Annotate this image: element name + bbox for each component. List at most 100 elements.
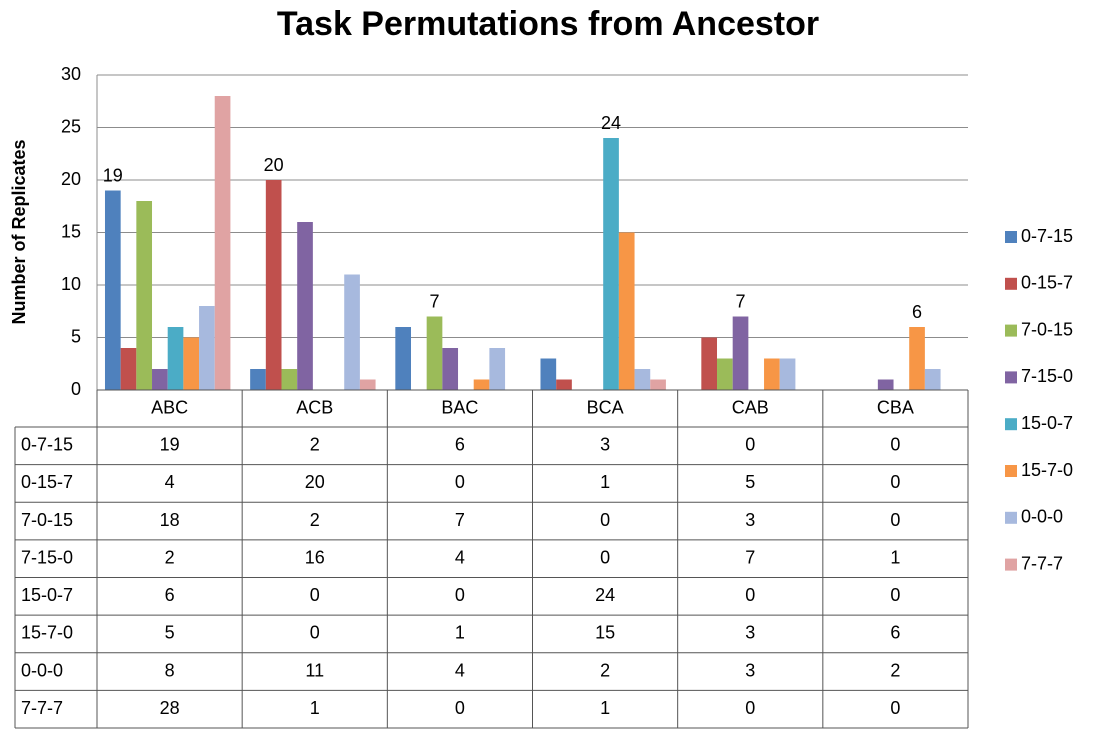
legend-label: 0-0-0 (1021, 507, 1063, 527)
table-cell: 2 (890, 660, 900, 680)
table-row-header: 7-7-7 (21, 698, 63, 718)
table-cell: 6 (890, 623, 900, 643)
x-tick-label: BCA (587, 397, 624, 417)
x-tick-label: CBA (877, 397, 914, 417)
table-cell: 20 (305, 472, 325, 492)
bar (152, 369, 168, 390)
data-label: 20 (264, 155, 284, 175)
table-cell: 0 (600, 510, 610, 530)
table-row-header: 15-0-7 (21, 585, 73, 605)
bar (214, 96, 231, 390)
table-cell: 3 (745, 510, 755, 530)
legend-swatch (1005, 231, 1017, 243)
bar (344, 274, 360, 390)
x-tick-label: ABC (151, 397, 188, 417)
bar (442, 348, 459, 390)
bar (540, 358, 557, 390)
bar (924, 369, 941, 390)
y-tick-label: 10 (61, 274, 81, 294)
data-label: 24 (601, 113, 621, 133)
bar (395, 327, 411, 390)
table-cell: 7 (455, 510, 465, 530)
table-row-header: 0-15-7 (21, 472, 73, 492)
bar (281, 369, 298, 390)
data-label: 7 (430, 291, 440, 311)
legend-label: 0-7-15 (1021, 226, 1073, 246)
table-cell: 5 (165, 623, 175, 643)
table-cell: 0 (745, 435, 755, 455)
table-cell: 16 (305, 547, 325, 567)
table-cell: 7 (745, 547, 755, 567)
table-cell: 18 (160, 510, 180, 530)
bar (167, 327, 184, 390)
y-tick-label: 20 (61, 169, 81, 189)
chart-title: Task Permutations from Ancestor (277, 5, 819, 43)
table-row-header: 0-0-0 (21, 660, 63, 680)
bar (732, 316, 749, 390)
table-cell: 4 (455, 547, 465, 567)
table-row-header: 0-7-15 (21, 435, 73, 455)
data-label: 6 (912, 302, 922, 322)
table-cell: 1 (455, 623, 465, 643)
y-tick-label: 25 (61, 116, 81, 136)
table-cell: 1 (600, 472, 610, 492)
bar (779, 358, 796, 390)
table-cell: 0 (310, 585, 320, 605)
bar (297, 222, 313, 390)
y-tick-label: 0 (71, 379, 81, 399)
table-cell: 3 (745, 660, 755, 680)
table-cell: 0 (890, 435, 900, 455)
table-cell: 19 (160, 435, 180, 455)
legend-label: 15-7-0 (1021, 460, 1073, 480)
legend-swatch (1005, 465, 1017, 477)
y-tick-label: 30 (61, 64, 81, 84)
bar (265, 180, 282, 390)
table-cell: 0 (600, 547, 610, 567)
table-cell: 3 (745, 623, 755, 643)
legend-label: 7-7-7 (1021, 553, 1063, 573)
y-tick-label: 5 (71, 326, 81, 346)
table-row-header: 7-15-0 (21, 547, 73, 567)
table-cell: 1 (310, 698, 320, 718)
table-cell: 24 (595, 585, 615, 605)
table-cell: 2 (310, 510, 320, 530)
bar (877, 379, 894, 390)
data-label: 7 (736, 291, 746, 311)
table-cell: 11 (305, 660, 324, 680)
bar (136, 201, 153, 390)
table-cell: 2 (600, 660, 610, 680)
table-cell: 6 (455, 435, 465, 455)
bar (618, 232, 635, 390)
bar (764, 358, 780, 390)
table-cell: 6 (165, 585, 175, 605)
table-cell: 0 (455, 698, 465, 718)
bar (909, 327, 925, 390)
bar (489, 348, 506, 390)
bar (426, 316, 443, 390)
table-cell: 4 (455, 660, 465, 680)
x-tick-label: BAC (441, 397, 478, 417)
table-cell: 0 (890, 510, 900, 530)
legend-label: 7-0-15 (1021, 319, 1073, 339)
table-cell: 15 (595, 623, 615, 643)
table-row-header: 15-7-0 (21, 623, 73, 643)
bar (199, 306, 215, 390)
table-cell: 5 (745, 472, 755, 492)
table-cell: 0 (455, 472, 465, 492)
legend-swatch (1005, 418, 1017, 431)
bar (556, 379, 572, 390)
table-cell: 0 (310, 623, 320, 643)
bar (120, 348, 137, 390)
table-cell: 28 (160, 698, 180, 718)
bar (701, 337, 718, 390)
table-cell: 1 (890, 547, 900, 567)
y-tick-label: 15 (61, 221, 81, 241)
y-axis-label: Number of Replicates (9, 139, 29, 324)
bar (650, 379, 666, 390)
table-cell: 2 (310, 435, 320, 455)
bar (603, 138, 619, 390)
x-tick-label: ACB (296, 397, 333, 417)
legend-swatch (1005, 558, 1017, 571)
bar (359, 379, 376, 390)
